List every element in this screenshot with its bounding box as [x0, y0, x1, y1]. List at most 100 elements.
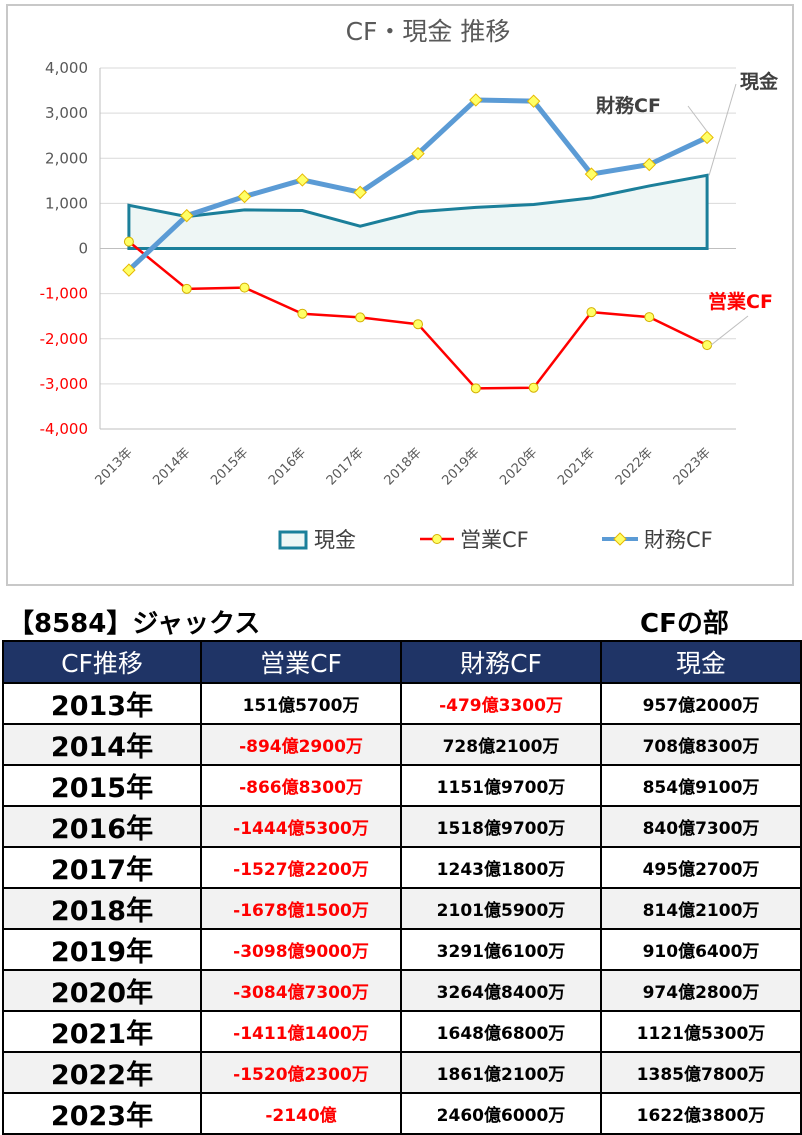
x-tick-label: 2022年 — [613, 445, 656, 488]
cash-cell: 1385億7800万 — [600, 1051, 802, 1094]
x-tick-label: 2017年 — [324, 445, 367, 488]
table-row: 2022年 -1520億2300万 1861億2100万 1385億7800万 — [2, 1051, 802, 1094]
financing-cf-cell: 1151億9700万 — [400, 764, 602, 807]
operating-cf-point — [586, 307, 597, 318]
operating-cf-cell: -1520億2300万 — [200, 1051, 402, 1094]
legend-financing-marker — [613, 532, 627, 546]
financing-cf-cell: 1518億9700万 — [400, 805, 602, 848]
cash-callout-leader — [708, 83, 737, 176]
financing-cf-point — [180, 208, 194, 223]
year-cell: 2013年 — [2, 682, 202, 725]
financing-cf-point — [584, 167, 599, 181]
cash-cell: 957億2000万 — [600, 682, 802, 725]
operating-cf-point — [470, 383, 481, 394]
financing-cf-point — [469, 93, 483, 107]
year-cell: 2016年 — [2, 805, 202, 848]
operating-cf-point — [702, 340, 713, 351]
operating-cf-cell: 151億5700万 — [200, 682, 402, 725]
col-header-cash: 現金 — [600, 640, 802, 684]
x-tick-label: 2023年 — [671, 445, 714, 488]
operating-cf-point — [644, 312, 655, 323]
y-tick-label: -4,000 — [40, 420, 88, 438]
year-cell: 2021年 — [2, 1010, 202, 1053]
financing-cf-point — [295, 173, 310, 187]
col-header-financing-cf: 財務CF — [400, 640, 602, 684]
chart-title: CF・現金 推移 — [346, 17, 511, 46]
cash-cell: 854億9100万 — [600, 764, 802, 807]
y-tick-label: -2,000 — [40, 330, 88, 348]
legend-operating-label: 営業CF — [460, 528, 529, 552]
financing-cf-cell: 1243億1800万 — [400, 846, 602, 889]
table-row: 2016年 -1444億5300万 1518億9700万 840億7300万 — [2, 805, 802, 848]
financing-cf-point — [411, 146, 425, 161]
x-tick-label: 2014年 — [150, 445, 193, 488]
year-cell: 2017年 — [2, 846, 202, 889]
year-cell: 2014年 — [2, 723, 202, 766]
year-cell: 2020年 — [2, 969, 202, 1012]
operating-cf-point — [528, 382, 539, 393]
financing-cf-point — [700, 130, 714, 145]
operating-cf-point — [239, 282, 250, 293]
financing-cf-cell: 728億2100万 — [400, 723, 602, 766]
y-tick-label: 1,000 — [45, 194, 88, 212]
operating-cf-cell: -894億2900万 — [200, 723, 402, 766]
operating-cf-cell: -1444億5300万 — [200, 805, 402, 848]
table-row: 2015年 -866億8300万 1151億9700万 854億9100万 — [2, 764, 802, 807]
x-tick-label: 2019年 — [439, 445, 482, 488]
cash-cell: 708億8300万 — [600, 723, 802, 766]
cash-cell: 1622億3800万 — [600, 1092, 802, 1135]
financing-cf-point — [353, 185, 367, 200]
financing-callout: 財務CF — [596, 94, 661, 117]
x-tick-label: 2018年 — [382, 445, 425, 488]
financing-cf-point — [642, 157, 656, 172]
cash-cell: 495億2700万 — [600, 846, 802, 889]
operating-cf-cell: -3084億7300万 — [200, 969, 402, 1012]
table-row: 2013年 151億5700万 -479億3300万 957億2000万 — [2, 682, 802, 725]
table-row: 2021年 -1411億1400万 1648億6800万 1121億5300万 — [2, 1010, 802, 1053]
operating-cf-point — [413, 319, 423, 330]
financing-cf-cell: 1861億2100万 — [400, 1051, 602, 1094]
cash-cell: 910億6400万 — [600, 928, 802, 971]
y-tick-label: 2,000 — [45, 149, 88, 167]
x-tick-label: 2016年 — [266, 445, 309, 488]
legend-operating-marker — [432, 534, 442, 544]
financing-cf-cell: 1648億6800万 — [400, 1010, 602, 1053]
cash-callout: 現金 — [740, 70, 779, 93]
col-header-year: CF推移 — [2, 640, 202, 684]
operating-cf-cell: -866億8300万 — [200, 764, 402, 807]
operating-cf-cell: -1678億1500万 — [200, 887, 402, 930]
financing-cf-cell: 3291億6100万 — [400, 928, 602, 971]
x-tick-label: 2013年 — [93, 445, 136, 488]
chart-frame: CF・現金 推移 4,000 3,000 2,000 1,000 0 -1,000 -2,00… — [6, 4, 794, 586]
operating-cf-cell: -2140億 — [200, 1092, 402, 1135]
cash-cell: 1121億5300万 — [600, 1010, 802, 1053]
cf-chart: CF・現金 推移 4,000 3,000 2,000 1,000 0 -1,000 -2,00… — [40, 17, 779, 552]
col-header-operating-cf: 営業CF — [200, 640, 402, 684]
cash-cell: 840億7300万 — [600, 805, 802, 848]
x-tick-label: 2020年 — [497, 445, 540, 488]
operating-cf-cell: -3098億9000万 — [200, 928, 402, 971]
section-title: CFの部 — [640, 609, 729, 639]
table-row: 2018年 -1678億1500万 2101億5900万 814億2100万 — [2, 887, 802, 930]
cash-cell: 814億2100万 — [600, 887, 802, 930]
financing-cf-cell: 2101億5900万 — [400, 887, 602, 930]
legend-cash-label: 現金 — [314, 528, 356, 552]
operating-cf-line — [128, 240, 708, 390]
y-tick-label: 0 — [78, 240, 88, 258]
operating-cf-point — [181, 283, 192, 294]
financing-cf-point — [526, 94, 541, 108]
legend-cash-swatch — [278, 530, 308, 550]
cash-cell: 974億2800万 — [600, 969, 802, 1012]
financing-cf-point — [122, 263, 136, 277]
table-row: 2017年 -1527億2200万 1243億1800万 495億2700万 — [2, 846, 802, 889]
table-row: 2019年 -3098億9000万 3291億6100万 910億6400万 — [2, 928, 802, 971]
operating-cf-point — [355, 312, 366, 323]
operating-cf-point — [123, 236, 134, 247]
year-cell: 2018年 — [2, 887, 202, 930]
financing-cf-cell: 3264億8400万 — [400, 969, 602, 1012]
table-row: 2014年 -894億2900万 728億2100万 708億8300万 — [2, 723, 802, 766]
financing-callout-leader — [687, 105, 708, 132]
x-tick-label: 2021年 — [555, 445, 598, 488]
financing-cf-point — [237, 189, 252, 204]
year-cell: 2019年 — [2, 928, 202, 971]
